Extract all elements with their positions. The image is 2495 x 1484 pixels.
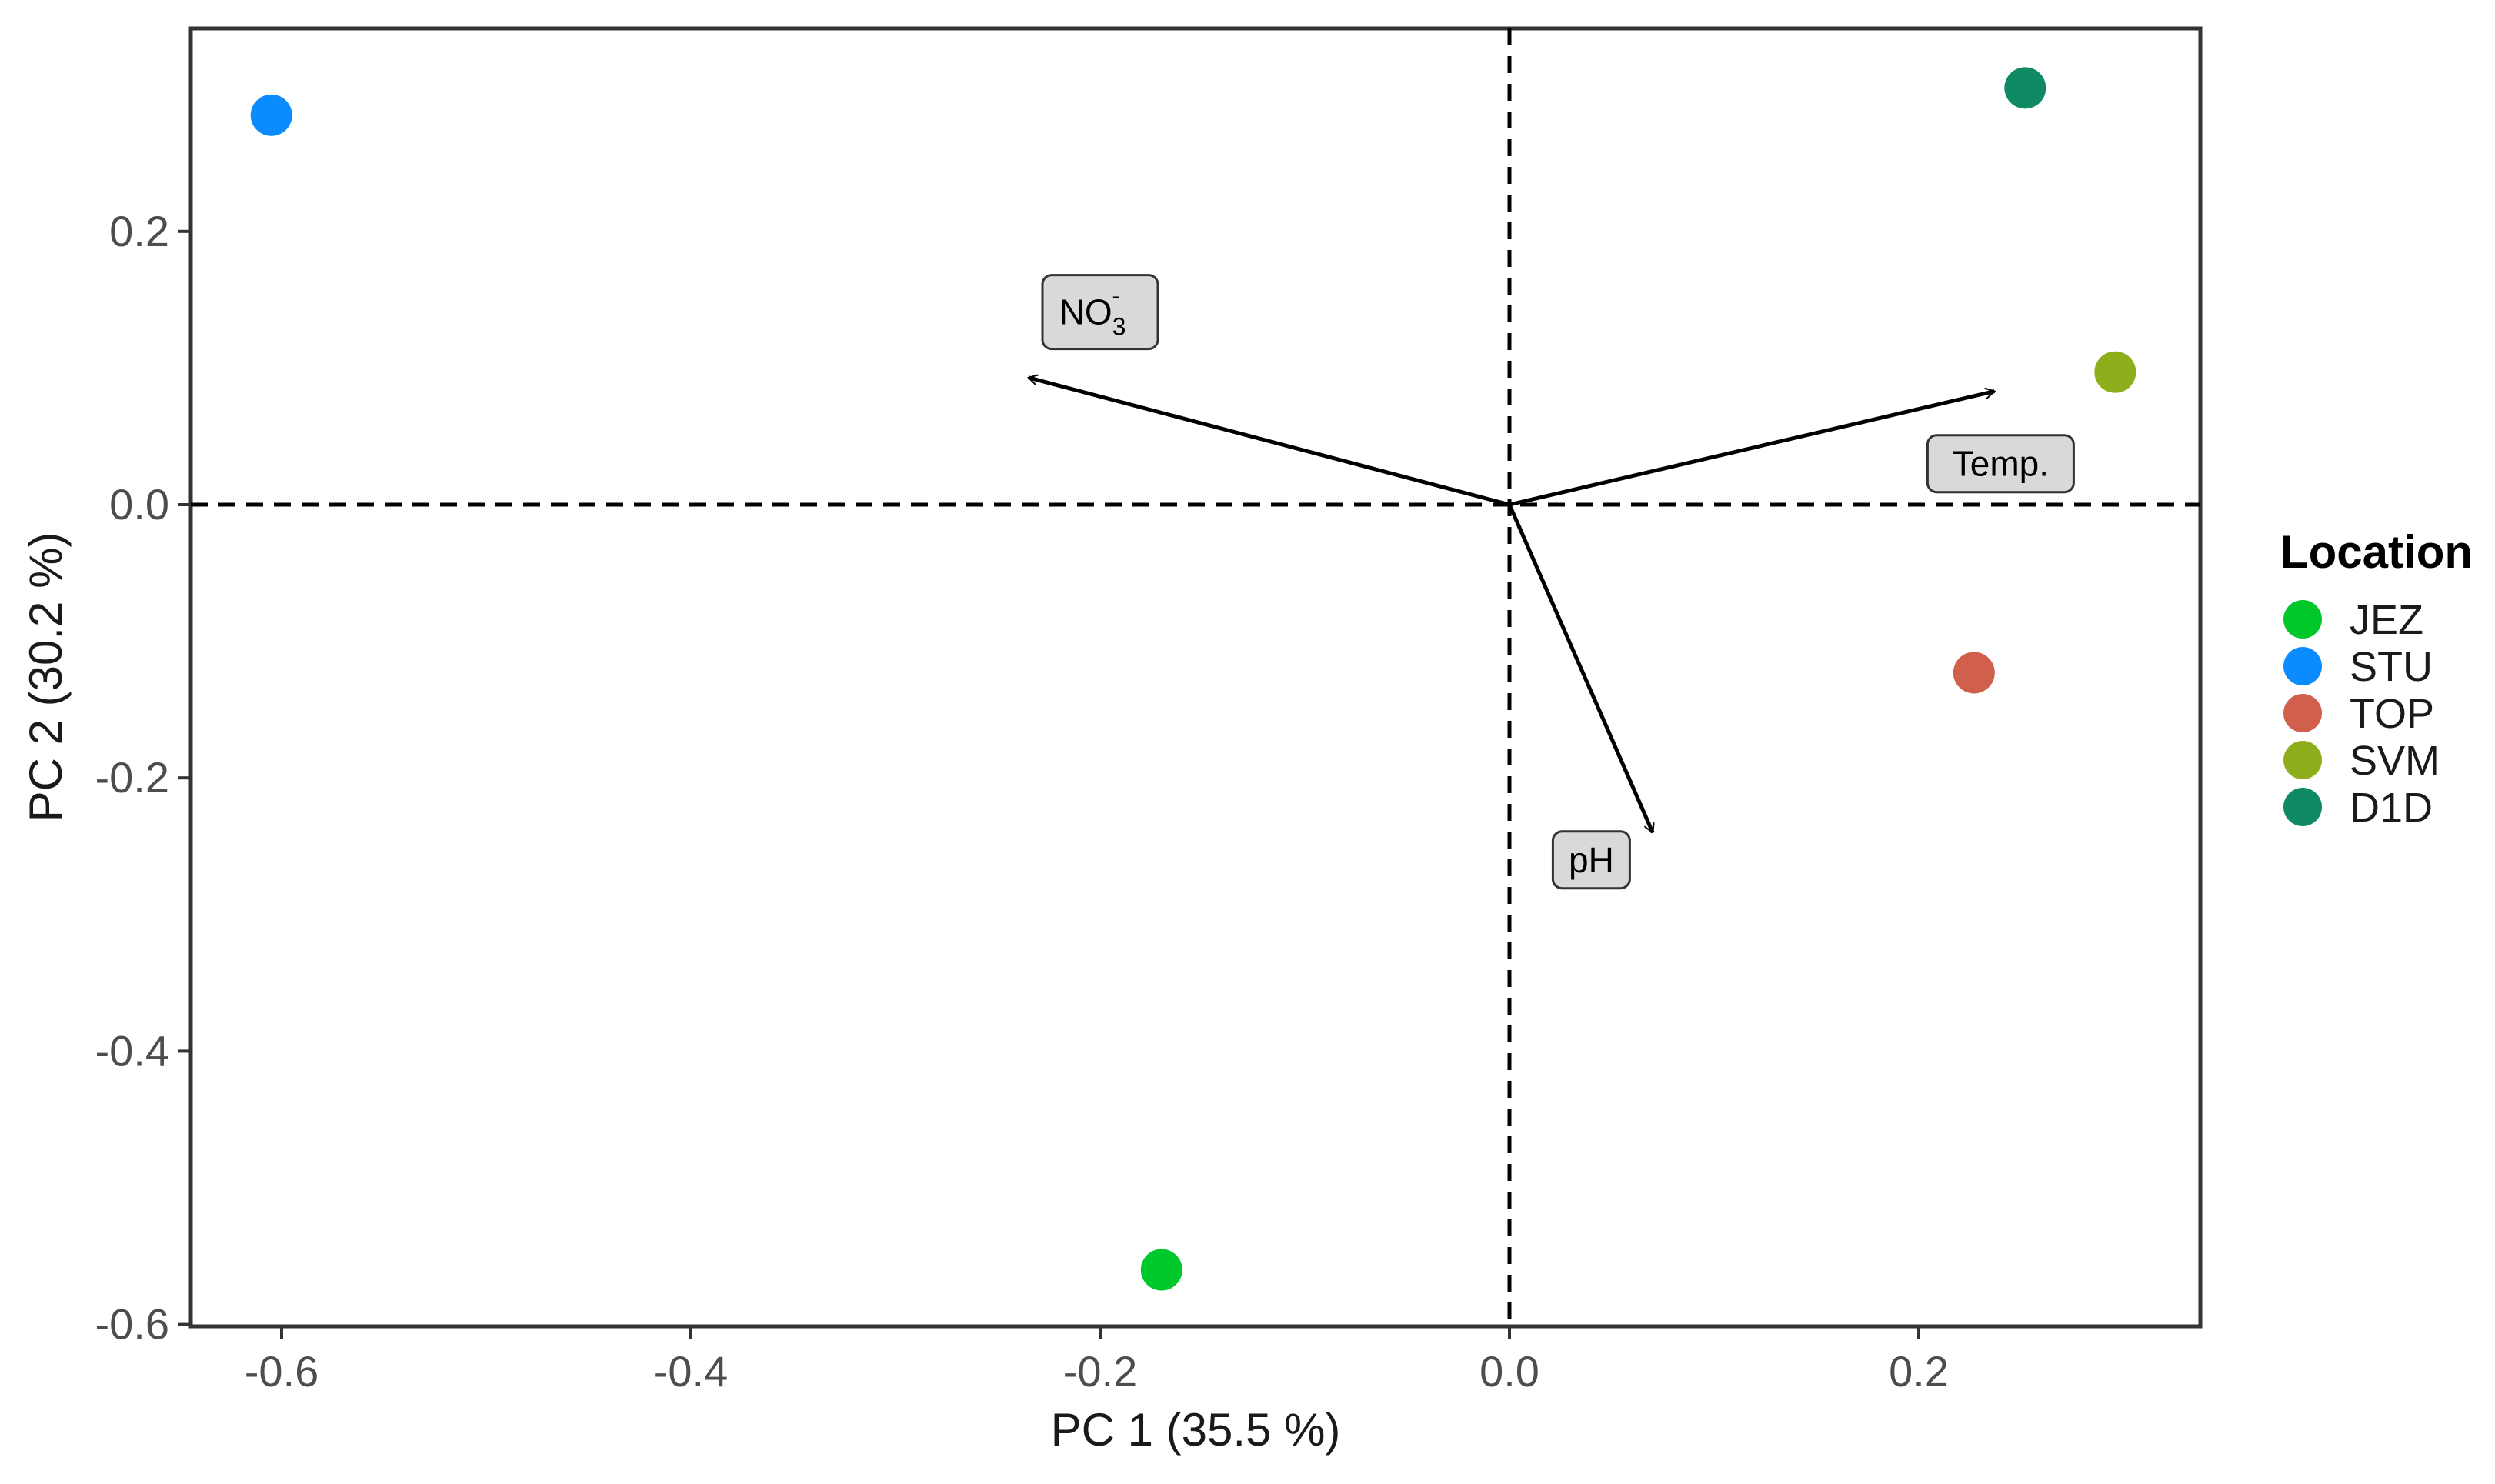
legend-title: Location [2280, 526, 2473, 578]
legend-label-SVM: SVM [2350, 738, 2440, 784]
x-tick-label: -0.2 [1063, 1347, 1138, 1396]
legend-key-JEZ [2283, 600, 2322, 639]
legend-label-JEZ: JEZ [2350, 597, 2423, 643]
vector-arrow-Temp. [1509, 392, 1994, 507]
x-tick-label: 0.2 [1889, 1347, 1949, 1396]
legend-label-TOP: TOP [2350, 691, 2434, 737]
vector-label-box-NO3- [1041, 274, 1159, 351]
vector-arrow-NO3- [1029, 378, 1510, 507]
plot-panel [188, 26, 2203, 1329]
data-points [250, 67, 2136, 1291]
legend-key-TOP [2283, 694, 2322, 732]
vector-label-pH: pH [1569, 840, 1614, 880]
vector-label-Temp.: Temp. [1953, 444, 2049, 484]
vector-label-box-pH [1551, 830, 1631, 890]
vector-arrow-pH [1507, 503, 1653, 832]
point-STU [250, 94, 292, 136]
legend-label-STU: STU [2350, 644, 2433, 690]
legend-key-D1D [2283, 788, 2322, 826]
point-TOP [1953, 652, 1995, 694]
x-axis-title: PC 1 (35.5 %) [1051, 1404, 1341, 1456]
x-tick-label: 0.0 [1479, 1347, 1539, 1396]
y-axis: 0.2 0.0 -0.2 -0.4 -0.6 [95, 207, 191, 1349]
legend-label-D1D: D1D [2350, 785, 2433, 831]
reference-lines [191, 28, 2200, 1326]
loading-vectors: NO3- Temp. pH [1029, 274, 2075, 890]
vector-label-box-Temp. [1926, 434, 2075, 494]
x-tick-label: -0.4 [654, 1347, 729, 1396]
y-tick-label: -0.4 [95, 1026, 170, 1075]
y-tick-label: -0.2 [95, 753, 170, 802]
y-axis-title: PC 2 (30.2 %) [20, 532, 72, 822]
legend-key-STU [2283, 647, 2322, 685]
y-tick-label: 0.2 [109, 207, 169, 255]
point-JEZ [1140, 1249, 1182, 1291]
y-tick-label: 0.0 [109, 480, 169, 529]
vector-label-NO3-: NO3- [1059, 282, 1126, 341]
point-D1D [2004, 67, 2046, 109]
legend-key-SVM [2283, 741, 2322, 779]
y-tick-label: -0.6 [95, 1300, 170, 1349]
x-axis: -0.6 -0.4 -0.2 0.0 0.2 [245, 1326, 1949, 1396]
point-SVM [2094, 351, 2136, 393]
x-tick-label: -0.6 [245, 1347, 319, 1396]
